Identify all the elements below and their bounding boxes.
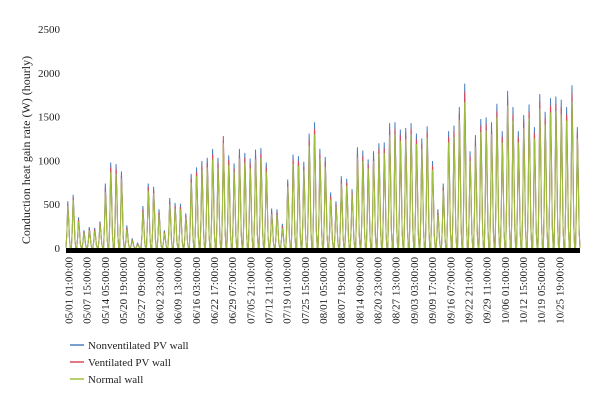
x-tick-label: 10/19 05:00:00 [536, 257, 548, 324]
x-tick-label: 06/16 03:00:00 [191, 257, 203, 324]
x-axis: 05/01 01:00:00 05/07 15:00:00 05/14 05:00:… [64, 248, 580, 324]
x-tick-label: 06/22 17:00:00 [209, 257, 221, 324]
y-tick-label: 500 [44, 199, 61, 211]
legend-label-2: Normal wall [88, 374, 143, 386]
x-tick-label: 07/19 01:00:00 [282, 257, 294, 324]
x-tick-label: 09/22 21:00:00 [464, 257, 476, 324]
x-tick-label: 07/12 11:00:00 [264, 257, 276, 324]
y-axis-title: Conduction heat gain rate (W) (hourly) [19, 56, 33, 244]
plot-area [65, 83, 581, 249]
x-tick-label: 09/09 17:00:00 [427, 257, 439, 324]
x-tick-label: 06/09 13:00:00 [173, 257, 185, 324]
x-tick-label: 08/27 13:00:00 [391, 257, 403, 324]
x-tick-label: 05/14 05:00:00 [100, 257, 112, 324]
y-axis-title-group: Conduction heat gain rate (W) (hourly) [19, 56, 33, 244]
x-tick-label: 06/02 23:00:00 [154, 257, 166, 324]
x-tick-label: 05/27 09:00:00 [136, 257, 148, 324]
y-axis: 0 500 1000 1500 2000 2500 [38, 24, 61, 255]
x-tick-label: 07/05 21:00:00 [245, 257, 257, 324]
x-tick-label: 08/20 23:00:00 [373, 257, 385, 324]
y-tick-label: 1000 [38, 155, 61, 167]
x-tick-label: 09/03 03:00:00 [409, 257, 421, 324]
series-line-2 [65, 101, 581, 249]
x-tick-label: 05/20 19:00:00 [118, 257, 130, 324]
legend-label-0: Nonventilated PV wall [88, 340, 189, 352]
x-tick-label: 10/12 15:00:00 [518, 257, 530, 324]
x-tick-label: 09/29 11:00:00 [482, 257, 494, 324]
y-tick-label: 1500 [38, 112, 61, 124]
x-tick-label: 06/29 07:00:00 [227, 257, 239, 324]
x-tick-label: 05/01 01:00:00 [64, 257, 76, 324]
x-tick-label: 09/16 07:00:00 [445, 257, 457, 324]
x-tick-label: 05/07 15:00:00 [82, 257, 94, 324]
x-tick-label: 08/14 09:00:00 [354, 257, 366, 324]
x-axis-baseline [66, 248, 580, 253]
x-tick-label: 07/25 15:00:00 [300, 257, 312, 324]
legend-label-1: Ventilated PV wall [88, 357, 171, 369]
x-tick-label: 10/06 01:00:00 [500, 257, 512, 324]
x-tick-label: 08/07 19:00:00 [336, 257, 348, 324]
y-tick-label: 2000 [38, 68, 61, 80]
y-tick-label: 2500 [38, 24, 61, 36]
y-tick-label: 0 [55, 243, 61, 255]
legend: Nonventilated PV wall Ventilated PV wall N… [70, 340, 189, 386]
x-tick-label: 10/25 19:00:00 [554, 257, 566, 324]
x-tick-label: 08/01 05:00:00 [318, 257, 330, 324]
